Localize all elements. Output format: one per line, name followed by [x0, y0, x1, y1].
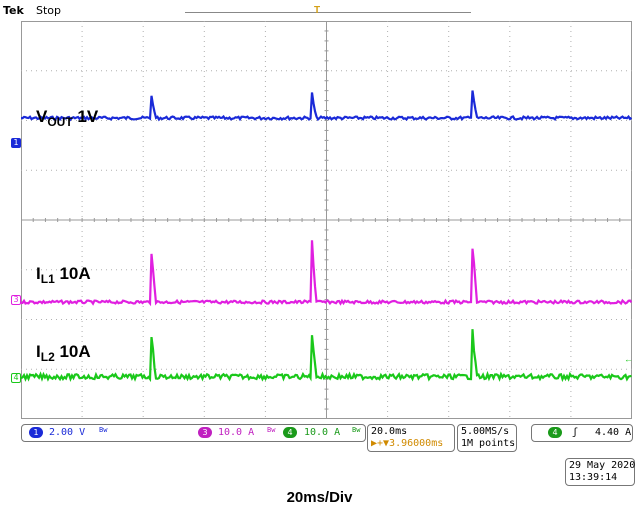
- ch4-bandwidth: Bw: [352, 426, 361, 434]
- ch1-chip: 1: [29, 427, 43, 438]
- acquisition-box[interactable]: 5.00MS/s 1M points: [457, 424, 517, 452]
- trigger-delay: ▶+▼3.96000ms: [371, 438, 444, 449]
- ch4-chip: 4: [283, 427, 297, 438]
- time: 13:39:14: [569, 472, 618, 483]
- trigger-position-marker[interactable]: T: [314, 5, 321, 16]
- trigger-level: 4.40 A: [595, 427, 632, 438]
- acquisition-status: Stop: [36, 4, 62, 17]
- trace-ch1: [21, 90, 632, 122]
- ch3-chip: 3: [198, 427, 212, 438]
- ch1-bandwidth: Bw: [99, 426, 108, 434]
- vertical-scale-box[interactable]: 1 2.00 V Bw 3 10.0 A Bw 4 10.0 A Bw: [21, 424, 366, 442]
- timestamp-box: 29 May 2020 13:39:14: [565, 458, 635, 486]
- record-length: 1M points: [461, 438, 516, 449]
- ch3-ground-marker[interactable]: 3: [11, 295, 21, 305]
- trigger-level-arrow-icon[interactable]: ←: [624, 354, 633, 364]
- ch3-bandwidth: Bw: [267, 426, 276, 434]
- trigger-source-chip: 4: [548, 427, 562, 438]
- trace-label-il1-sub: L1: [40, 272, 55, 286]
- ch1-scale: 2.00 V: [49, 427, 86, 438]
- trace-label-vout-sub: OUT: [47, 115, 73, 129]
- trace-label-il1: IL1 10A: [36, 264, 91, 286]
- date: 29 May 2020: [569, 460, 636, 471]
- timebase-box[interactable]: 20.0ms ▶+▼3.96000ms: [367, 424, 455, 452]
- readout-bar: 1 2.00 V Bw 3 10.0 A Bw 4 10.0 A Bw 20.0…: [21, 424, 633, 452]
- status-bar: Tek Stop T: [0, 0, 639, 22]
- trigger-box[interactable]: 4 ʃ 4.40 A: [531, 424, 633, 442]
- trace-label-vout-scale: 1V: [72, 107, 99, 126]
- ch1-ground-marker[interactable]: 1: [11, 138, 21, 148]
- ch4-ground-marker[interactable]: 4: [11, 373, 21, 383]
- trace-ch4: [21, 329, 632, 383]
- ch4-scale: 10.0 A: [304, 427, 341, 438]
- trace-label-il2-scale: 10A: [54, 342, 91, 361]
- brand-logo: Tek: [3, 4, 24, 17]
- trace-label-vout: VOUT 1V: [36, 107, 98, 129]
- timebase-value: 20.0ms: [371, 426, 408, 437]
- trace-label-il2-sub: L2: [40, 350, 55, 364]
- scope-graticule: [21, 21, 632, 419]
- record-position-bar: [185, 12, 471, 13]
- trigger-slope-icon: ʃ: [572, 427, 579, 438]
- trace-label-il2-main: I: [36, 342, 41, 361]
- trace-label-il2: IL2 10A: [36, 342, 91, 364]
- trace-label-il1-scale: 10A: [54, 264, 91, 283]
- trace-ch3: [21, 240, 632, 307]
- trace-label-il1-main: I: [36, 264, 41, 283]
- sample-rate: 5.00MS/s: [461, 426, 510, 437]
- trace-label-vout-main: V: [36, 107, 48, 126]
- figure-caption: 20ms/Div: [286, 489, 353, 506]
- ch3-scale: 10.0 A: [218, 427, 255, 438]
